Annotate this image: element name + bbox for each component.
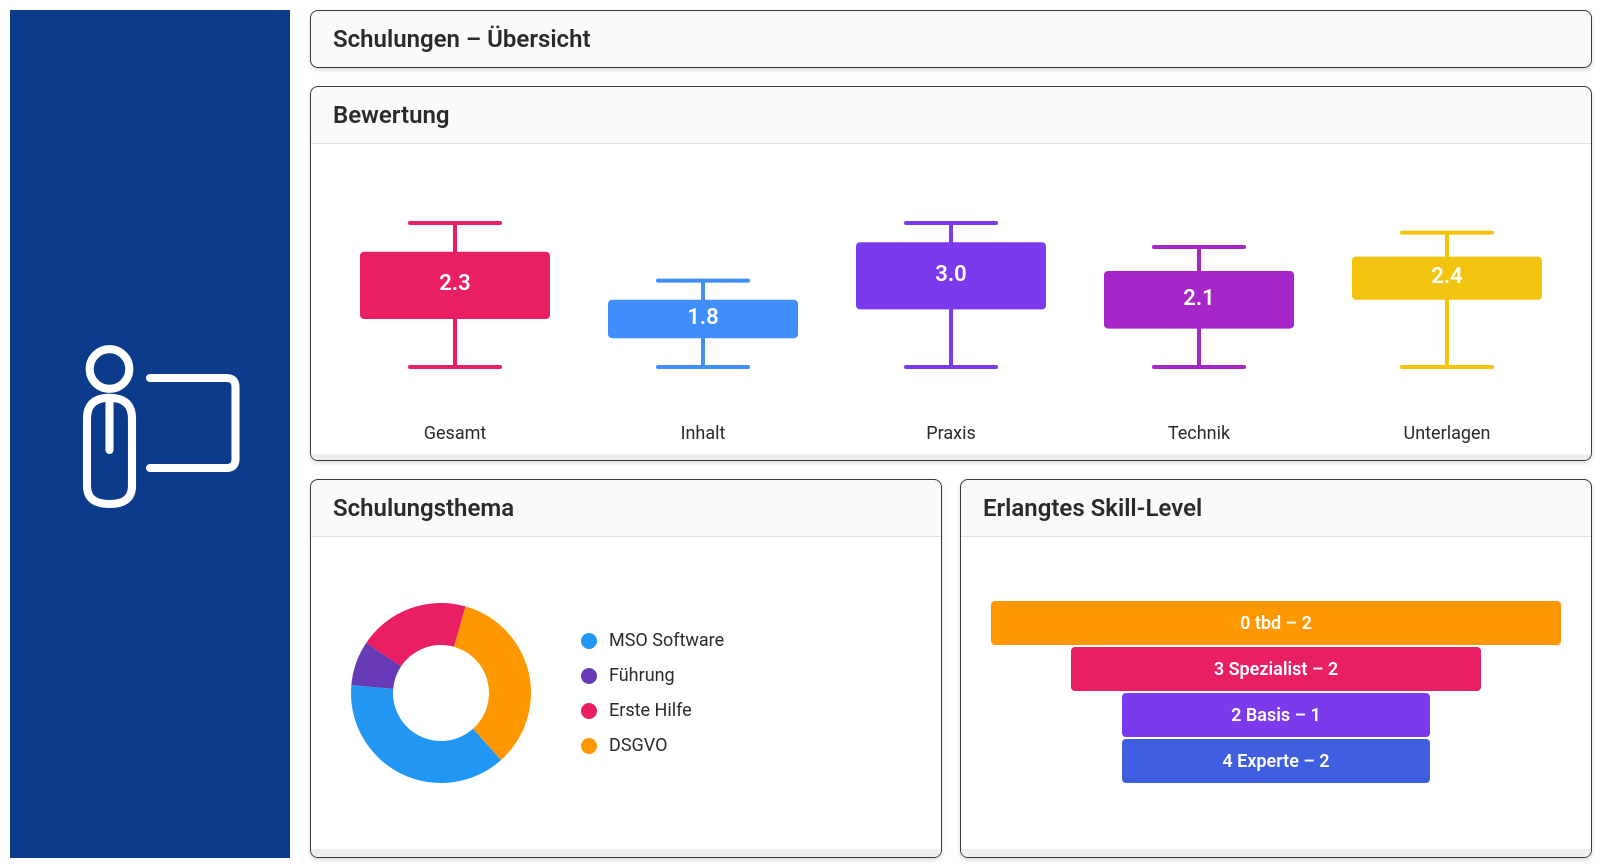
bottom-row: Schulungsthema MSO Software Führung Erste …: [310, 479, 1592, 858]
boxplot-label: Praxis: [926, 423, 976, 444]
legend-item: Erste Hilfe: [581, 700, 724, 721]
boxplot-svg: [1342, 175, 1552, 415]
boxplot-item: 1.8Inhalt: [598, 175, 808, 444]
boxplot-label: Inhalt: [681, 423, 726, 444]
legend-label: MSO Software: [609, 630, 724, 651]
topics-title: Schulungsthema: [311, 480, 941, 536]
rating-body: 2.3Gesamt1.8Inhalt3.0Praxis2.1Technik2.4…: [311, 143, 1591, 460]
boxplot-svg: [1094, 175, 1304, 415]
donut-chart: [341, 593, 541, 793]
boxplot-label: Unterlagen: [1404, 423, 1491, 444]
main-content: Schulungen – Übersicht Bewertung 2.3Gesa…: [310, 10, 1592, 858]
sidebar: [10, 10, 290, 858]
legend-label: Erste Hilfe: [609, 700, 692, 721]
boxplot-label: Technik: [1168, 423, 1230, 444]
legend-label: DSGVO: [609, 735, 668, 756]
legend-item: DSGVO: [581, 735, 724, 756]
funnel-bar: 2 Basis – 1: [1122, 693, 1430, 737]
donut-legend: MSO Software Führung Erste Hilfe DSGVO: [581, 630, 724, 756]
legend-item: Führung: [581, 665, 724, 686]
header-panel: Schulungen – Übersicht: [310, 10, 1592, 68]
boxplot-svg: [598, 175, 808, 415]
funnel-chart: 0 tbd – 23 Spezialist – 22 Basis – 14 Ex…: [961, 581, 1591, 805]
boxplot-label: Gesamt: [424, 423, 487, 444]
funnel-bar: 3 Spezialist – 2: [1071, 647, 1481, 691]
skill-panel: Erlangtes Skill-Level 0 tbd – 23 Spezial…: [960, 479, 1592, 858]
boxplot-item: 2.3Gesamt: [350, 175, 560, 444]
legend-label: Führung: [609, 665, 675, 686]
funnel-bar: 0 tbd – 2: [991, 601, 1561, 645]
funnel-bar: 4 Experte – 2: [1122, 739, 1430, 783]
legend-dot: [581, 703, 597, 719]
boxplot-svg: [846, 175, 1056, 415]
boxplot-item: 2.4Unterlagen: [1342, 175, 1552, 444]
rating-title: Bewertung: [311, 87, 1591, 143]
legend-dot: [581, 668, 597, 684]
legend-dot: [581, 633, 597, 649]
boxplot-item: 2.1Technik: [1094, 175, 1304, 444]
topics-panel: Schulungsthema MSO Software Führung Erste …: [310, 479, 942, 858]
boxplot-row: 2.3Gesamt1.8Inhalt3.0Praxis2.1Technik2.4…: [331, 164, 1571, 444]
legend-dot: [581, 738, 597, 754]
legend-item: MSO Software: [581, 630, 724, 651]
boxplot-svg: [350, 175, 560, 415]
rating-panel: Bewertung 2.3Gesamt1.8Inhalt3.0Praxis2.1…: [310, 86, 1592, 461]
topics-body: MSO Software Führung Erste Hilfe DSGVO: [311, 536, 941, 857]
page-title: Schulungen – Übersicht: [311, 11, 1591, 67]
boxplot-item: 3.0Praxis: [846, 175, 1056, 444]
training-icon: [60, 332, 240, 536]
skill-title: Erlangtes Skill-Level: [961, 480, 1591, 536]
skill-body: 0 tbd – 23 Spezialist – 22 Basis – 14 Ex…: [961, 536, 1591, 857]
